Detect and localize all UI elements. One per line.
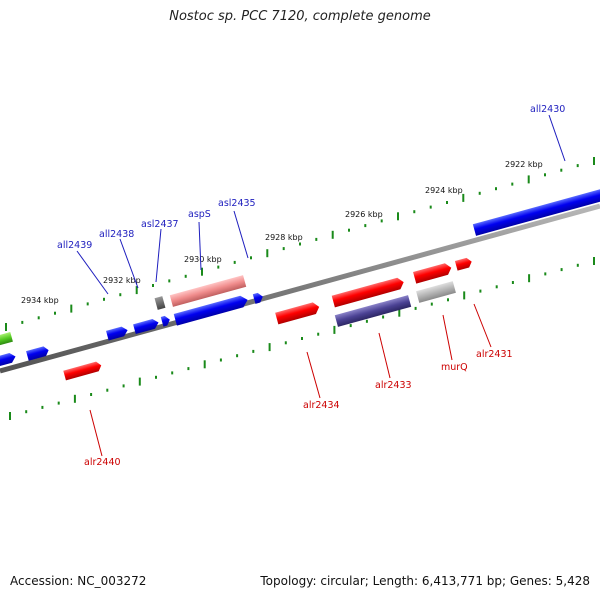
gene-label-all2430[interactable]: all2430: [530, 104, 565, 115]
scale-label-2932: 2932 kbp: [103, 276, 141, 285]
gene-features: [0, 187, 600, 381]
leader-all2438: [119, 238, 139, 289]
tick-track-upper: [5, 157, 595, 331]
gene-all2438[interactable]: [133, 318, 160, 335]
gene-all2439[interactable]: [106, 325, 129, 341]
scale-label-2934: 2934 kbp: [21, 296, 59, 305]
gene-label-alr2433[interactable]: alr2433: [375, 380, 412, 391]
genome-backbone: [0, 203, 600, 374]
gene-green-fragment[interactable]: [0, 331, 13, 350]
gene-blue-long[interactable]: [173, 294, 249, 326]
gene-asl2435[interactable]: [252, 292, 264, 304]
scale-label-2928: 2928 kbp: [265, 233, 303, 242]
gene-label-all2438[interactable]: all2438: [99, 229, 134, 240]
gene-label-murQ[interactable]: murQ: [441, 362, 468, 373]
accession-text: Accession: NC_003272: [10, 574, 147, 588]
gene-alr2440[interactable]: [63, 361, 102, 381]
gene-label-alr2440[interactable]: alr2440: [84, 457, 121, 468]
leader-asl2437: [155, 228, 162, 283]
gene-red-long[interactable]: [331, 276, 406, 308]
gene-small-blue[interactable]: [160, 315, 171, 327]
gene-aspS[interactable]: [169, 275, 247, 307]
gene-label-asl2435[interactable]: asl2435: [218, 198, 256, 209]
gene-label-alr2434[interactable]: alr2434: [303, 400, 340, 411]
scale-label-2930: 2930 kbp: [184, 255, 222, 264]
leader-alr2434: [306, 351, 321, 399]
gene-alr2433[interactable]: [334, 295, 412, 327]
gene-murQ[interactable]: [416, 281, 456, 303]
gene-label-alr2431[interactable]: alr2431: [476, 349, 513, 360]
leader-all2430: [548, 114, 566, 162]
gene-alr2434[interactable]: [275, 301, 321, 325]
leader-alr2433: [378, 332, 391, 379]
genome-summary-text: Topology: circular; Length: 6,413,771 bp…: [260, 574, 590, 588]
tick-track-lower: [9, 257, 595, 420]
leader-all2439: [76, 250, 109, 295]
leader-asl2435: [233, 210, 249, 259]
leader-alr2431: [473, 303, 492, 348]
leader-alr2440: [89, 409, 103, 457]
scale-label-2922: 2922 kbp: [505, 160, 543, 169]
genome-title: Nostoc sp. PCC 7120, complete genome: [169, 9, 431, 24]
gene-asl2437[interactable]: [154, 296, 166, 310]
gene-label-asl2437[interactable]: asl2437: [141, 219, 179, 230]
gene-blue-left[interactable]: [26, 345, 50, 361]
leader-murQ: [442, 314, 453, 361]
scale-label-2924: 2924 kbp: [425, 186, 463, 195]
scale-label-2926: 2926 kbp: [345, 210, 383, 219]
gene-blue-fragment[interactable]: [0, 352, 17, 369]
gene-label-all2439[interactable]: all2439: [57, 240, 92, 251]
gene-red-right[interactable]: [413, 262, 453, 284]
leader-aspS: [198, 221, 202, 271]
gene-alr2431[interactable]: [454, 257, 473, 271]
gene-all2430[interactable]: [472, 187, 600, 236]
gene-label-aspS[interactable]: aspS: [188, 209, 211, 220]
